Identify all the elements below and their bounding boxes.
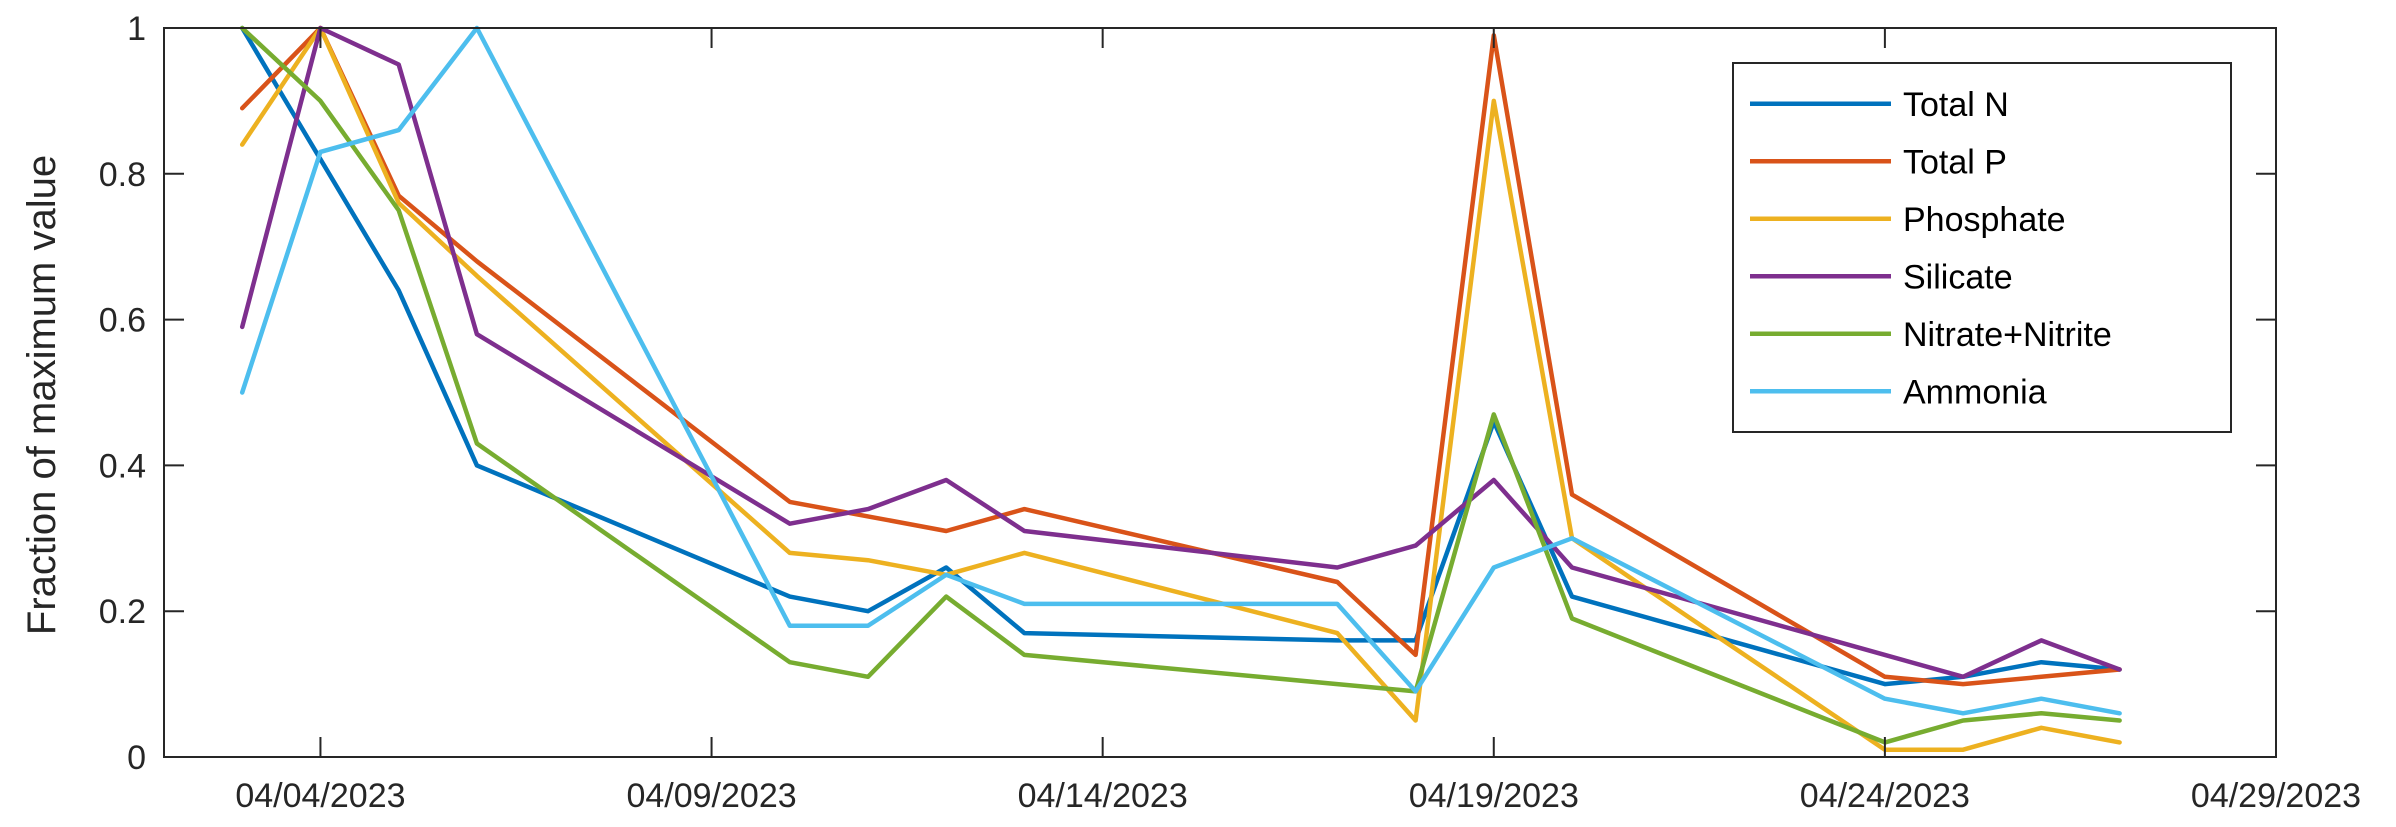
x-tick-label: 04/29/2023 [2191, 777, 2361, 815]
legend-label-2: Phosphate [1903, 201, 2066, 239]
y-tick-label: 0 [127, 739, 146, 777]
x-tick-label: 04/04/2023 [235, 777, 405, 815]
series-line-1 [239, 25, 2122, 687]
y-tick-label: 0.4 [99, 447, 146, 485]
y-tick-label: 0.8 [99, 156, 146, 194]
y-tick-label: 0.6 [99, 302, 146, 340]
tick-marks [164, 27, 2277, 758]
legend: Total N Total P Phosphate Silicate Nitrate+N… [1732, 62, 2232, 433]
legend-label-5: Ammonia [1903, 373, 2047, 411]
series-line-2 [239, 25, 2122, 752]
legend-label-4: Nitrate+Nitrite [1903, 316, 2112, 354]
plot-frame [163, 27, 2277, 758]
legend-label-0: Total N [1903, 86, 2009, 124]
series-lines [239, 25, 2122, 752]
y-tick-label: 0.2 [99, 593, 146, 631]
x-tick-label: 04/14/2023 [1018, 777, 1188, 815]
y-tick-label: 1 [127, 10, 146, 48]
legend-label-1: Total P [1903, 143, 2007, 181]
plot-box [163, 27, 2277, 758]
x-tick-label: 04/19/2023 [1409, 777, 1579, 815]
x-tick-label: 04/24/2023 [1800, 777, 1970, 815]
series-line-5 [239, 25, 2122, 716]
y-axis-label: Fraction of maximum value [20, 155, 64, 635]
x-tick-label: 04/09/2023 [626, 777, 796, 815]
series-line-3 [239, 25, 2122, 680]
legend-box [1732, 62, 2232, 433]
series-line-4 [239, 25, 2122, 745]
legend-label-3: Silicate [1903, 258, 2013, 296]
x-tick-labels: 04/04/2023 04/09/2023 04/14/2023 04/19/2023… [235, 777, 2361, 815]
y-tick-labels: 0 0.2 0.4 0.6 0.8 1 [99, 10, 146, 777]
